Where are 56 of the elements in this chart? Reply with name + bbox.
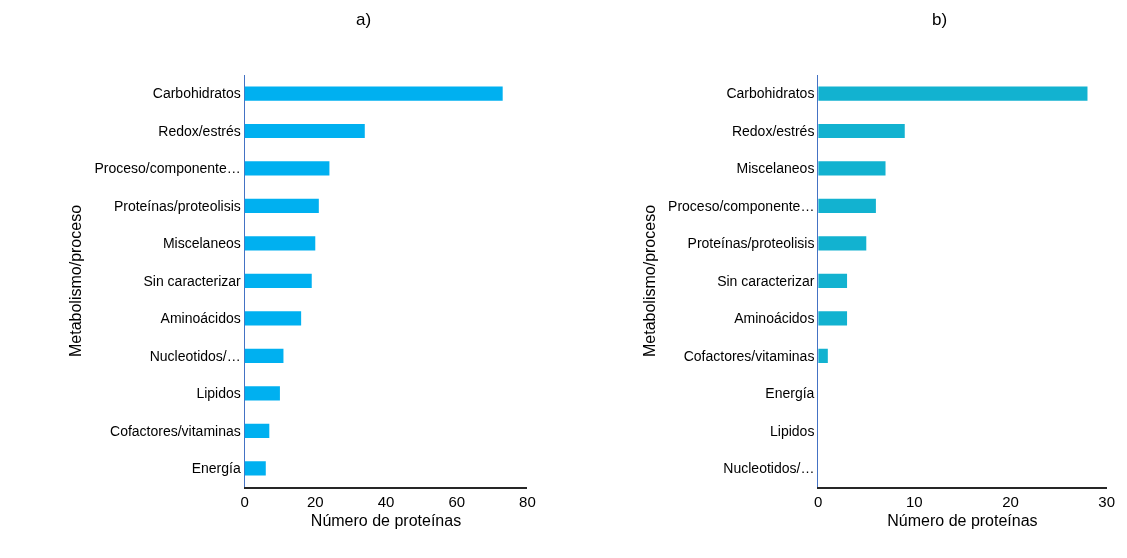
x-tick-label: 40: [377, 492, 395, 510]
x-tick-label: 20: [1002, 492, 1019, 510]
x-axis-title: Número de proteínas: [887, 512, 1038, 530]
y-axis-title: Metabolismo/proceso: [640, 204, 658, 357]
chart-title: a): [356, 10, 372, 29]
y-tick-label: Lipidos: [196, 385, 241, 402]
x-tick-label: 30: [1098, 492, 1116, 510]
chart-title: b): [932, 10, 948, 29]
bar: [244, 423, 270, 439]
y-tick-label: Energía: [765, 385, 815, 402]
bar: [244, 236, 316, 251]
y-tick-label: Cofactores/vitaminas: [683, 347, 815, 364]
bar: [244, 198, 319, 214]
y-tick-label: Aminoácidos: [734, 310, 815, 327]
x-tick-label: 60: [448, 492, 466, 510]
bar: [244, 461, 266, 476]
y-tick-label: Nucleotidos/…: [149, 347, 241, 364]
y-tick-label: Proceso/componente…: [668, 197, 815, 214]
x-tick-label: 20: [306, 492, 324, 510]
y-tick-label: Miscelaneos: [736, 160, 815, 177]
y-tick-label: Carbohidratos: [726, 85, 815, 102]
y-tick-label: Proteínas/proteolisis: [113, 197, 241, 214]
y-tick-label: Cofactores/vitaminas: [110, 422, 241, 439]
bar: [818, 198, 876, 214]
bar: [818, 273, 848, 289]
bar: [818, 348, 828, 364]
y-tick-label: Lipidos: [770, 422, 815, 439]
y-tick-label: Energía: [191, 460, 241, 477]
bar: [818, 161, 886, 176]
y-tick-label: Miscelaneos: [162, 235, 241, 252]
y-tick-label: Sin caracterizar: [143, 272, 242, 289]
bar: [818, 311, 848, 326]
bar: [244, 273, 312, 289]
bar: [244, 123, 365, 139]
bar: [818, 86, 1088, 101]
y-tick-label: Redox/estrés: [731, 122, 815, 139]
bar: [244, 386, 280, 401]
y-tick-label: Proteínas/proteolisis: [687, 235, 815, 252]
y-tick-label: Aminoácidos: [160, 310, 241, 327]
bar: [818, 236, 867, 251]
x-axis-title: Número de proteínas: [310, 512, 462, 530]
x-tick-label: 0: [240, 492, 249, 510]
x-tick-label: 10: [906, 492, 923, 510]
y-tick-label: Sin caracterizar: [717, 272, 815, 289]
x-tick-label: 80: [519, 492, 536, 510]
y-tick-label: Proceso/componente…: [94, 160, 241, 177]
x-tick-label: 0: [814, 492, 823, 510]
y-axis-title: Metabolismo/proceso: [67, 204, 85, 357]
y-tick-label: Nucleotidos/…: [723, 460, 815, 477]
bar: [244, 311, 302, 326]
bar: [244, 348, 284, 364]
y-tick-label: Redox/estrés: [158, 122, 241, 139]
bar: [244, 161, 330, 176]
bar: [244, 86, 503, 101]
y-tick-label: Carbohidratos: [152, 85, 241, 102]
bar: [818, 123, 905, 139]
